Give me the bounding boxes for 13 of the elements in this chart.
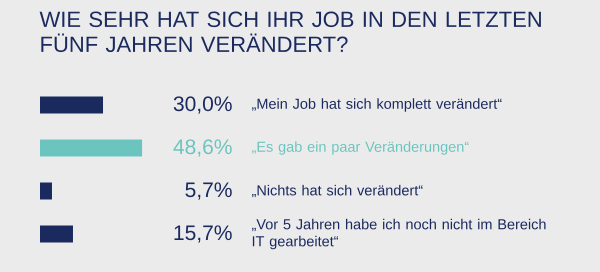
data-label: 48,6% [173,139,232,157]
data-label: 30,0% [174,96,232,114]
data-label: 15,7% [174,225,232,243]
bar [40,182,52,200]
text: WIE SEHR HAT SICH IHR JOB IN DEN LETZTEN FÜNF JAHREN VERÄNDERT? [40,12,541,52]
bar [40,226,73,242]
data-label: 5,7% [185,182,232,200]
y-tick-label: „Vor 5 Jahren habe ich noch nicht im Bereich IT gearbeitet“ [252,218,546,250]
y-tick-label: „Nichts hat sich verändert“ [252,184,423,198]
bar [40,96,104,114]
y-tick-label: „Es gab ein paar Veränderungen“ [252,141,469,155]
bar [40,140,142,156]
y-tick-label: „Mein Job hat sich komplett verändert“ [252,98,502,112]
